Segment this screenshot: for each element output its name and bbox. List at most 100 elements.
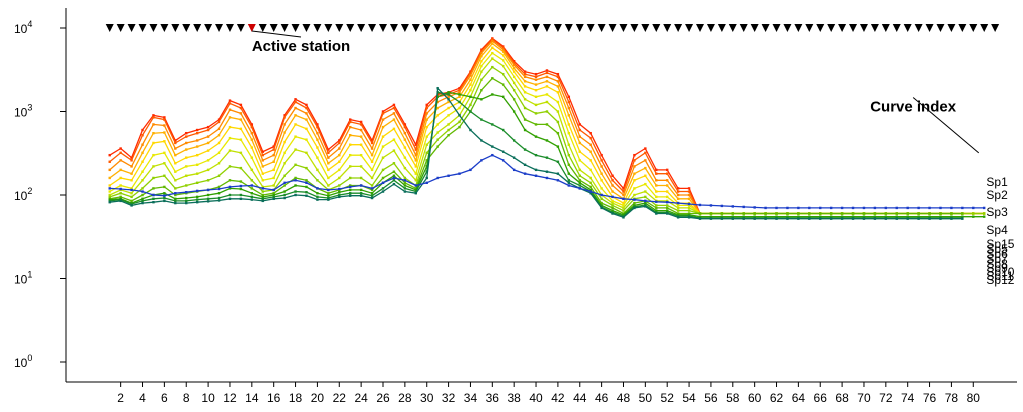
series-point [523, 128, 527, 132]
series-point [939, 215, 942, 218]
series-point [589, 181, 592, 184]
series-point [414, 148, 417, 151]
series-point [163, 194, 166, 197]
series-point [272, 188, 275, 192]
series-point [611, 199, 614, 203]
series-point [655, 195, 658, 199]
series-point [250, 192, 254, 195]
curve-index-label: Sp8 [986, 257, 1008, 271]
station-marker [510, 24, 519, 32]
series-point [316, 195, 319, 199]
series-point [502, 83, 505, 86]
series-point [108, 184, 111, 187]
series-point [567, 123, 571, 126]
series-point [939, 206, 942, 210]
series-point [370, 153, 374, 157]
series-point [294, 114, 297, 117]
series-point [316, 168, 319, 172]
series-point [698, 217, 702, 220]
series-point [316, 138, 319, 141]
series-point [600, 204, 603, 207]
station-marker [947, 24, 956, 32]
series-point [458, 114, 461, 117]
series-point [808, 212, 811, 215]
x-tick-label: 18 [289, 391, 303, 405]
series-point [633, 165, 636, 168]
series-point [611, 195, 614, 199]
series-point [578, 141, 581, 145]
series-point [283, 196, 286, 200]
series-point [447, 128, 450, 132]
series-point [141, 170, 144, 173]
series-point [370, 139, 374, 142]
series-point [655, 204, 658, 207]
series-point [961, 212, 964, 215]
annotation-leader [251, 30, 302, 38]
series-point [819, 217, 822, 220]
station-marker [859, 24, 868, 32]
series-point [217, 162, 221, 165]
series-point [523, 106, 527, 110]
series-point [512, 81, 516, 85]
series-point [983, 215, 986, 218]
series-point [819, 215, 822, 218]
series-point [108, 199, 111, 203]
series-point [666, 209, 669, 212]
series-point [217, 118, 221, 121]
annotations: Active station Curve index [251, 30, 980, 154]
series-point [589, 192, 592, 195]
series-point [414, 190, 417, 193]
series-point [534, 72, 538, 76]
series-point [195, 131, 199, 135]
series-point [622, 187, 625, 190]
series-point [141, 179, 144, 182]
series-point [239, 151, 243, 155]
series-point [316, 179, 319, 182]
series-point [709, 204, 713, 207]
series-point [862, 215, 866, 218]
series-point [294, 100, 297, 104]
series-point [600, 159, 603, 162]
series-point [185, 191, 188, 194]
series-point [359, 135, 363, 138]
station-marker [685, 24, 694, 32]
series-point [250, 131, 254, 135]
series-point [316, 187, 319, 190]
series-point [720, 204, 724, 208]
series-point [239, 106, 243, 110]
series-point [425, 135, 428, 138]
station-marker [849, 24, 858, 32]
series-point [480, 159, 483, 162]
series-point [491, 39, 494, 43]
series-point [480, 49, 483, 53]
series-point [436, 87, 439, 90]
series-point [349, 153, 352, 157]
series-point [644, 195, 647, 199]
series-point [556, 179, 560, 182]
x-tick-label: 70 [857, 391, 871, 405]
series-point [611, 184, 614, 187]
series-point [239, 166, 243, 170]
series-point [349, 165, 352, 168]
series-point [152, 193, 155, 197]
station-marker [958, 24, 967, 32]
series-point [829, 217, 833, 220]
series-point [556, 91, 560, 94]
series-point [589, 150, 592, 153]
series-point [753, 217, 756, 220]
x-tick-label: 6 [161, 391, 168, 405]
series-point [961, 217, 964, 220]
series-point [174, 139, 177, 142]
series-point [447, 98, 450, 101]
series-point [381, 145, 385, 148]
station-marker [674, 24, 683, 32]
series-point [403, 138, 407, 141]
series-point [370, 160, 374, 163]
series-point [895, 215, 898, 218]
series-point [163, 131, 166, 134]
series-point [217, 192, 221, 195]
series-point [392, 149, 396, 152]
series-point [130, 199, 133, 203]
series-point [622, 206, 625, 210]
series-point [556, 85, 560, 88]
